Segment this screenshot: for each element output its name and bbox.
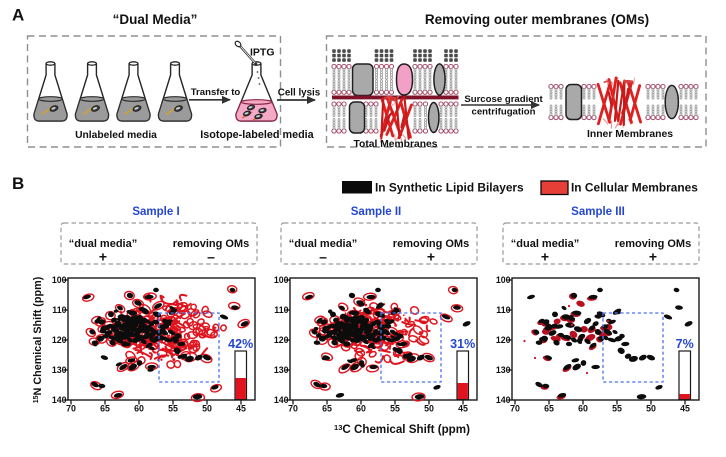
svg-text:Sample I: Sample I (132, 206, 179, 218)
svg-text:120: 120 (52, 335, 67, 345)
svg-text:130: 130 (496, 365, 511, 375)
svg-text:45: 45 (236, 404, 246, 414)
svg-text:70: 70 (510, 404, 520, 414)
svg-text:110: 110 (274, 305, 288, 315)
svg-text:removing OMs: removing OMs (173, 238, 249, 250)
svg-text:120: 120 (274, 335, 289, 345)
svg-text:removing OMs: removing OMs (615, 238, 691, 250)
svg-text:Cell lysis: Cell lysis (278, 88, 321, 99)
svg-text:65: 65 (544, 404, 554, 414)
svg-text:Total Membranes: Total Membranes (354, 139, 438, 150)
svg-text:65: 65 (322, 404, 332, 414)
svg-text:“Dual Media”: “Dual Media” (113, 12, 198, 27)
svg-text:Sample II: Sample II (351, 206, 402, 218)
svg-text:In Cellular Membranes: In Cellular Membranes (571, 181, 698, 195)
svg-text:“dual media”: “dual media” (69, 238, 137, 250)
svg-text:+: + (427, 249, 435, 265)
svg-text:45: 45 (458, 404, 468, 414)
svg-text:13C Chemical Shift (ppm): 13C Chemical Shift (ppm) (334, 423, 470, 436)
svg-text:60: 60 (578, 404, 588, 414)
svg-text:Sample III: Sample III (571, 206, 625, 218)
svg-text:100: 100 (274, 275, 289, 285)
svg-text:removing OMs: removing OMs (393, 238, 469, 250)
svg-text:7%: 7% (676, 337, 694, 351)
svg-text:–: – (207, 249, 215, 265)
svg-text:A: A (12, 6, 24, 25)
svg-text:+: + (649, 249, 657, 265)
svg-text:B: B (12, 174, 24, 193)
svg-text:+: + (99, 249, 107, 265)
svg-text:55: 55 (390, 404, 400, 414)
svg-text:45: 45 (680, 404, 690, 414)
svg-text:15N Chemical Shift (ppm): 15N Chemical Shift (ppm) (32, 276, 44, 403)
svg-text:Isotope-labeled media: Isotope-labeled media (200, 129, 314, 141)
svg-text:centrifugation: centrifugation (472, 107, 536, 118)
svg-text:140: 140 (52, 395, 67, 405)
svg-text:65: 65 (100, 404, 110, 414)
svg-text:31%: 31% (450, 337, 475, 351)
svg-text:70: 70 (288, 404, 298, 414)
svg-text:Inner Membranes: Inner Membranes (587, 129, 673, 140)
svg-text:120: 120 (496, 335, 511, 345)
svg-text:50: 50 (424, 404, 434, 414)
svg-text:100: 100 (52, 275, 67, 285)
svg-text:“dual media”: “dual media” (289, 238, 357, 250)
svg-text:140: 140 (274, 395, 289, 405)
svg-text:Removing outer membranes (OMs): Removing outer membranes (OMs) (425, 12, 649, 27)
svg-text:130: 130 (274, 365, 289, 375)
svg-text:IPTG: IPTG (250, 47, 275, 59)
svg-text:Transfer to: Transfer to (191, 87, 241, 98)
svg-text:110: 110 (52, 305, 66, 315)
svg-text:55: 55 (612, 404, 622, 414)
svg-text:“dual media”: “dual media” (511, 238, 579, 250)
svg-text:60: 60 (134, 404, 144, 414)
svg-text:100: 100 (496, 275, 511, 285)
svg-text:55: 55 (168, 404, 178, 414)
svg-text:Surcose gradient: Surcose gradient (464, 94, 543, 105)
svg-text:+: + (541, 249, 549, 265)
svg-text:Unlabeled media: Unlabeled media (75, 130, 157, 141)
svg-text:50: 50 (646, 404, 656, 414)
svg-text:–: – (319, 249, 327, 265)
svg-text:42%: 42% (228, 337, 253, 351)
svg-text:50: 50 (202, 404, 212, 414)
svg-text:130: 130 (52, 365, 67, 375)
svg-text:70: 70 (66, 404, 76, 414)
svg-text:140: 140 (496, 395, 511, 405)
svg-text:60: 60 (356, 404, 366, 414)
svg-text:110: 110 (496, 305, 510, 315)
svg-text:In Synthetic Lipid Bilayers: In Synthetic Lipid Bilayers (375, 181, 524, 195)
